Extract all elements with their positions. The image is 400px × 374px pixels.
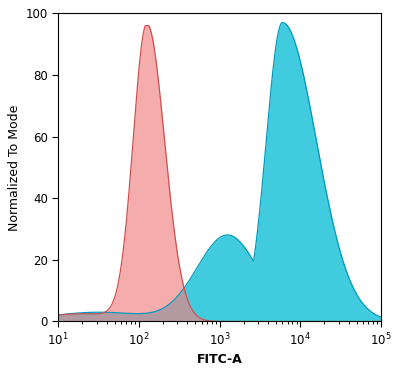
X-axis label: FITC-A: FITC-A <box>197 353 242 366</box>
Y-axis label: Normalized To Mode: Normalized To Mode <box>8 104 21 231</box>
